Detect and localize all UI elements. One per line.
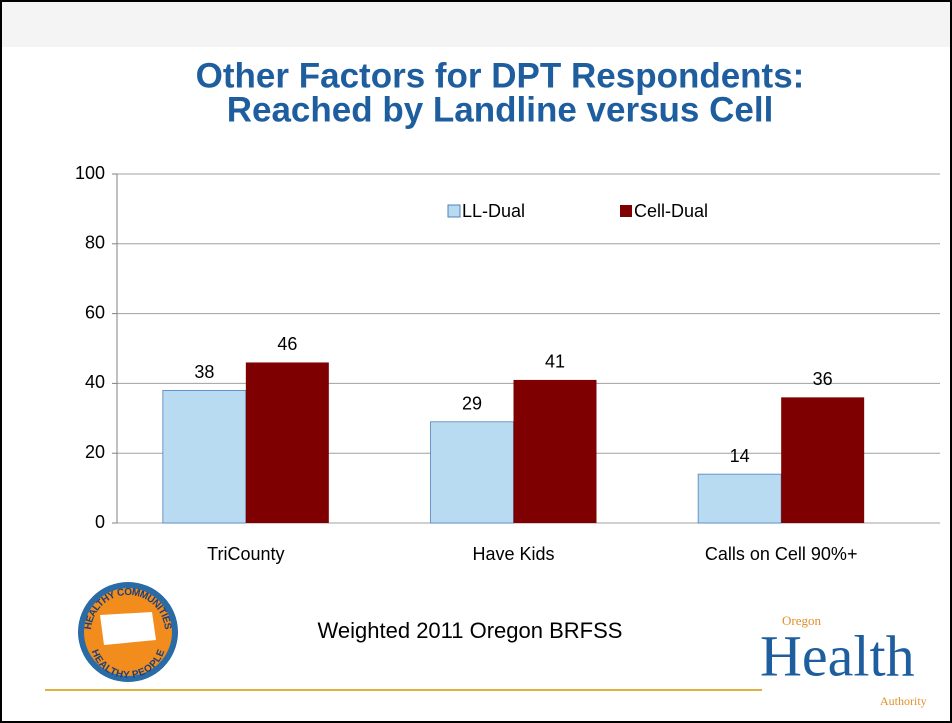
- y-tick-label: 60: [85, 302, 105, 322]
- bar: [162, 389, 247, 524]
- x-tick-label: Have Kids: [472, 544, 554, 564]
- legend-swatch: [620, 205, 632, 217]
- x-tick-label: Calls on Cell 90%+: [705, 544, 858, 564]
- value-label: 36: [813, 369, 833, 389]
- x-tick-label: TriCounty: [207, 544, 284, 564]
- value-label: 41: [545, 352, 565, 372]
- bar: [781, 397, 865, 523]
- plot: 0 20 40 60 80 100 TriCounty 38 46 Have Kids 29 41 Ca…: [75, 163, 940, 564]
- logo-authority: Authority: [880, 694, 927, 708]
- footer-note: Weighted 2011 Oregon BRFSS: [318, 618, 623, 643]
- value-label: 29: [462, 394, 482, 414]
- logo-left: HEALTHY COMMUNITIES HEALTHY PEOPLE: [78, 582, 178, 682]
- y-tick-label: 0: [95, 512, 105, 532]
- legend-label: Cell-Dual: [634, 201, 708, 221]
- logo-health: Health: [760, 623, 915, 688]
- logo-state: [100, 612, 156, 645]
- value-label: 38: [194, 362, 214, 382]
- value-label: 14: [730, 446, 750, 466]
- chart-title: Reached by Landline versus Cell: [227, 90, 774, 129]
- y-tick-label: 100: [75, 163, 105, 183]
- y-tick-label: 40: [85, 372, 105, 392]
- value-label: 46: [277, 334, 297, 354]
- y-tick-label: 80: [85, 233, 105, 253]
- y-tick-label: 20: [85, 442, 105, 462]
- top-band: [1, 1, 951, 47]
- logo-right: Oregon Health Authority: [760, 613, 927, 708]
- bar: [430, 421, 514, 524]
- bar: [697, 473, 782, 524]
- chart-title: Other Factors for DPT Respondents:: [196, 56, 805, 95]
- bar: [513, 379, 597, 523]
- legend-swatch: [447, 204, 461, 218]
- legend-label: LL-Dual: [462, 201, 525, 221]
- bar: [245, 362, 329, 523]
- logo-oregon: Oregon: [782, 613, 821, 628]
